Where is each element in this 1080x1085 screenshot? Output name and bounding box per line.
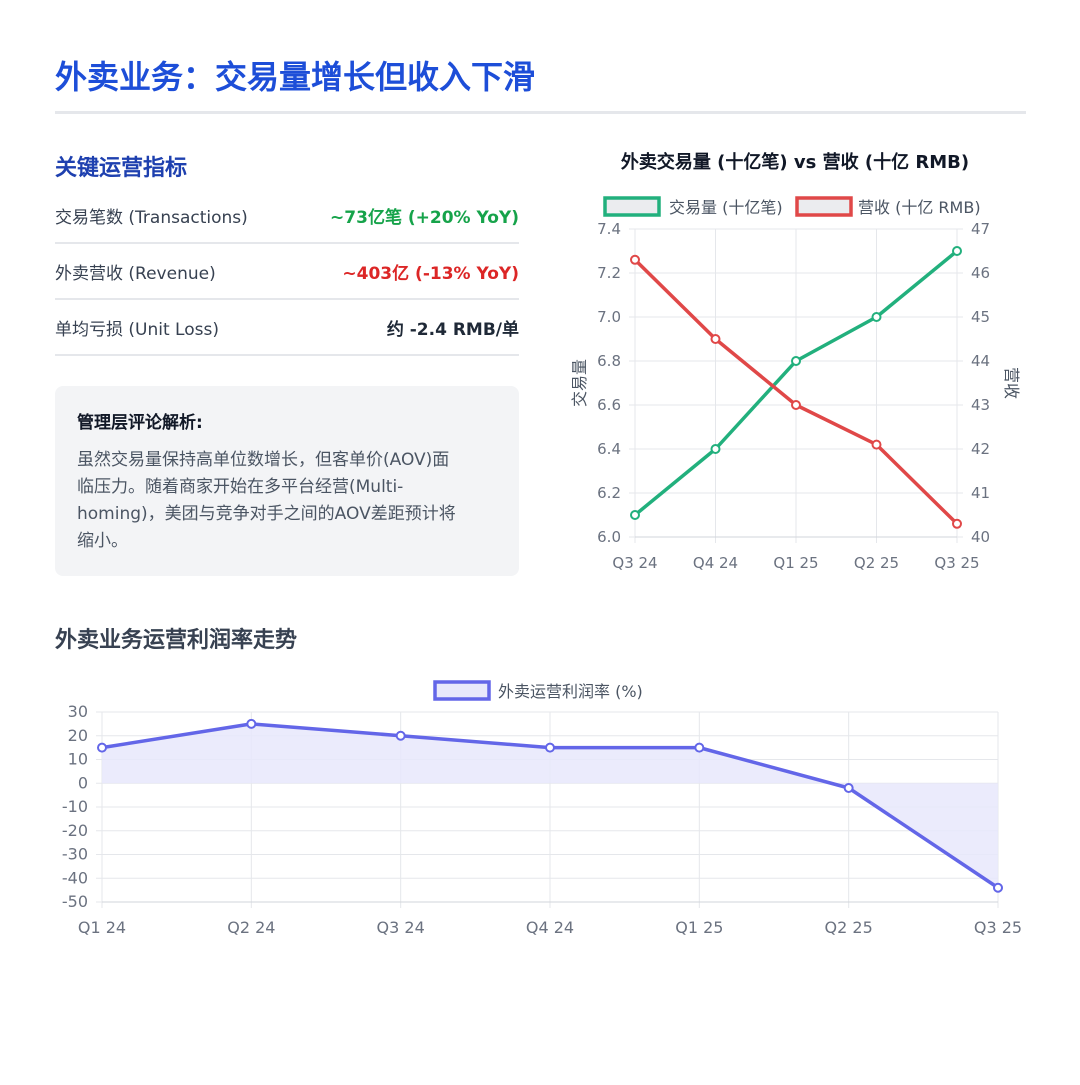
metric-row-revenue: 外卖营收 (Revenue) ~403亿 (-13% YoY) — [55, 244, 519, 300]
x-tick-label: Q3 25 — [934, 554, 979, 572]
y-tick-label: 7.0 — [597, 308, 621, 326]
data-point — [791, 356, 801, 366]
y2-tick-label: 47 — [971, 220, 990, 238]
metric-label: 外卖营收 (Revenue) — [55, 263, 216, 284]
y-tick-label: 20 — [68, 726, 88, 745]
data-point — [952, 246, 962, 256]
data-point — [710, 334, 721, 344]
legend-swatch — [795, 196, 853, 217]
data-point — [871, 312, 882, 322]
data-point — [694, 742, 705, 753]
metric-label: 单均亏损 (Unit Loss) — [55, 319, 219, 340]
x-tick-label: Q3 24 — [612, 554, 657, 572]
y2-axis-title: 营收 — [1002, 367, 1021, 399]
y2-tick-label: 40 — [971, 528, 990, 546]
data-point — [630, 254, 640, 265]
data-point — [871, 439, 882, 450]
data-point — [952, 518, 962, 529]
y-tick-label: -30 — [62, 845, 88, 864]
commentary-line: 缩小。 — [77, 531, 128, 551]
data-point — [710, 444, 721, 454]
data-point — [843, 783, 854, 793]
legend-swatch — [603, 196, 661, 217]
metrics-heading: 关键运营指标 — [55, 156, 188, 181]
y-tick-label: 6.4 — [597, 440, 621, 458]
y-tick-label: -20 — [62, 821, 88, 840]
legend-label: 营收 (十亿 RMB) — [858, 198, 981, 217]
y-tick-label: 6.6 — [597, 396, 621, 414]
metric-value: ~403亿 (-13% YoY) — [342, 263, 519, 284]
x-tick-label: Q3 24 — [377, 918, 425, 937]
x-tick-label: Q4 24 — [693, 554, 738, 572]
y-tick-label: 10 — [68, 750, 88, 769]
y-tick-label: 7.4 — [597, 220, 621, 238]
legend-label: 外卖运营利润率 (%) — [498, 682, 643, 701]
data-point — [545, 742, 555, 753]
y-tick-label: -50 — [62, 892, 88, 911]
metric-label: 交易笔数 (Transactions) — [55, 207, 248, 228]
y2-tick-label: 43 — [971, 396, 990, 414]
y2-tick-label: 42 — [971, 440, 990, 458]
commentary-line: 虽然交易量保持高单位数增长，但客单价(AOV)面 — [77, 450, 450, 470]
x-tick-label: Q3 25 — [974, 918, 1022, 937]
metrics-list: 交易笔数 (Transactions) ~73亿笔 (+20% YoY) 外卖营… — [55, 188, 519, 356]
commentary-line: 临压力。随着商家开始在多平台经营(Multi- — [77, 477, 404, 497]
y-tick-label: 6.2 — [597, 484, 621, 502]
y2-tick-label: 44 — [971, 352, 990, 370]
data-point — [630, 510, 640, 520]
commentary-body: 虽然交易量保持高单位数增长，但客单价(AOV)面 临压力。随着商家开始在多平台经… — [77, 447, 497, 555]
y-axis-title: 交易量 — [570, 359, 589, 407]
legend-swatch — [433, 680, 491, 701]
x-tick-label: Q4 24 — [526, 918, 574, 937]
x-tick-label: Q1 25 — [773, 554, 818, 572]
x-tick-label: Q2 25 — [854, 554, 899, 572]
commentary-box: 管理层评论解析: 虽然交易量保持高单位数增长，但客单价(AOV)面 临压力。随着… — [55, 386, 519, 576]
metric-row-unit-loss: 单均亏损 (Unit Loss) 约 -2.4 RMB/单 — [55, 300, 519, 356]
x-tick-label: Q1 24 — [78, 918, 126, 937]
metric-value: ~73亿笔 (+20% YoY) — [330, 207, 519, 228]
y2-tick-label: 46 — [971, 264, 990, 282]
y-tick-label: 6.8 — [597, 352, 621, 370]
margin-section-heading: 外卖业务运营利润率走势 — [55, 628, 298, 653]
legend-label: 交易量 (十亿笔) — [669, 198, 783, 217]
data-point — [791, 400, 801, 410]
y-tick-label: 0 — [78, 773, 88, 792]
x-tick-label: Q1 25 — [675, 918, 723, 937]
page-title: 外卖业务：交易量增长但收入下滑 — [55, 58, 536, 96]
data-point — [993, 882, 1003, 893]
y-tick-label: -10 — [62, 797, 88, 816]
data-point — [246, 718, 257, 729]
metric-row-transactions: 交易笔数 (Transactions) ~73亿笔 (+20% YoY) — [55, 188, 519, 244]
chart-title: 外卖交易量 (十亿笔) vs 营收 (十亿 RMB) — [620, 152, 970, 173]
commentary-line: homing)，美团与竞争对手之间的AOV差距预计将 — [77, 504, 456, 524]
data-point — [395, 730, 406, 741]
metric-value: 约 -2.4 RMB/单 — [386, 319, 519, 340]
y-tick-label: -40 — [62, 868, 88, 887]
commentary-title: 管理层评论解析: — [77, 413, 203, 433]
y2-tick-label: 45 — [971, 308, 990, 326]
y2-tick-label: 41 — [971, 484, 990, 502]
area-fill — [102, 723, 998, 888]
y-tick-label: 7.2 — [597, 264, 621, 282]
x-tick-label: Q2 25 — [825, 918, 873, 937]
x-tick-label: Q2 24 — [227, 918, 275, 937]
y-tick-label: 6.0 — [597, 528, 621, 546]
title-divider — [55, 111, 1026, 114]
y-tick-label: 30 — [68, 702, 88, 721]
data-point — [97, 742, 107, 753]
